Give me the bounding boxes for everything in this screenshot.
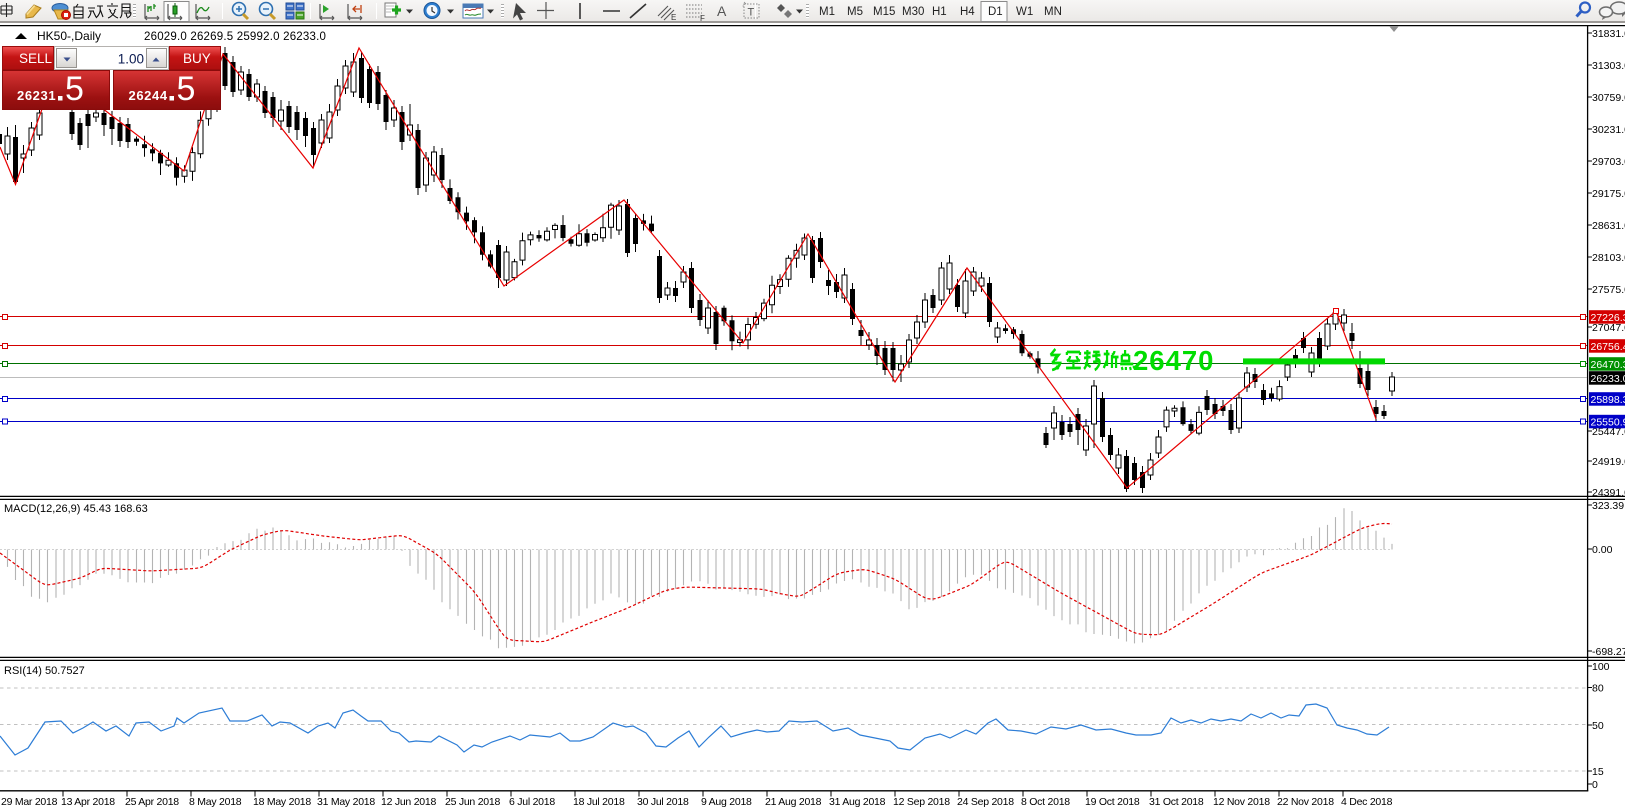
svg-text:27575.0: 27575.0 <box>1592 284 1625 296</box>
svg-text:15: 15 <box>1592 766 1604 778</box>
svg-text:13 Apr 2018: 13 Apr 2018 <box>61 796 115 808</box>
svg-text:25 Jun 2018: 25 Jun 2018 <box>445 796 500 808</box>
svg-text:A: A <box>717 3 727 19</box>
svg-text:F: F <box>700 14 705 23</box>
svg-text:21 Aug 2018: 21 Aug 2018 <box>765 796 822 808</box>
svg-text:18 Jul 2018: 18 Jul 2018 <box>573 796 625 808</box>
svg-text:25 Apr 2018: 25 Apr 2018 <box>125 796 179 808</box>
svg-text:MACD(12,26,9) 45.43 168.63: MACD(12,26,9) 45.43 168.63 <box>4 503 148 515</box>
svg-text:31 Oct 2018: 31 Oct 2018 <box>1149 796 1204 808</box>
svg-text:26233.0: 26233.0 <box>1591 373 1625 385</box>
svg-text:31 Aug 2018: 31 Aug 2018 <box>829 796 886 808</box>
svg-text:6 Jul 2018: 6 Jul 2018 <box>509 796 555 808</box>
svg-text:323.39: 323.39 <box>1592 500 1624 512</box>
svg-text:30231.0: 30231.0 <box>1592 124 1625 136</box>
svg-text:27047.0: 27047.0 <box>1592 322 1625 334</box>
svg-text:0: 0 <box>1592 779 1598 791</box>
svg-text:26756.4: 26756.4 <box>1591 341 1625 353</box>
svg-text:30 Jul 2018: 30 Jul 2018 <box>637 796 689 808</box>
svg-text:9 Aug 2018: 9 Aug 2018 <box>701 796 752 808</box>
svg-text:4 Dec 2018: 4 Dec 2018 <box>1341 796 1393 808</box>
svg-text:12 Sep 2018: 12 Sep 2018 <box>893 796 950 808</box>
svg-text:31 May 2018: 31 May 2018 <box>317 796 375 808</box>
svg-text:M5: M5 <box>847 6 863 18</box>
svg-text:26029.0 26269.5 25992.0 26233.: 26029.0 26269.5 25992.0 26233.0 <box>144 31 326 43</box>
svg-text:SELL: SELL <box>19 51 53 66</box>
svg-text:50: 50 <box>1592 720 1604 732</box>
svg-text:12 Nov 2018: 12 Nov 2018 <box>1213 796 1270 808</box>
svg-text:T: T <box>748 7 755 19</box>
svg-text:M1: M1 <box>819 6 835 18</box>
svg-text:31831.0: 31831.0 <box>1592 28 1625 40</box>
svg-text:5: 5 <box>65 70 84 108</box>
svg-text:D1: D1 <box>988 6 1003 18</box>
svg-text:24 Sep 2018: 24 Sep 2018 <box>957 796 1014 808</box>
svg-text:MN: MN <box>1044 6 1062 18</box>
svg-text:25447.0: 25447.0 <box>1592 426 1625 438</box>
svg-text:1.00: 1.00 <box>117 52 143 67</box>
svg-text:M15: M15 <box>873 6 895 18</box>
svg-text:28631.0: 28631.0 <box>1592 220 1625 232</box>
svg-text:5: 5 <box>176 70 195 108</box>
svg-text:HK50-,Daily: HK50-,Daily <box>37 29 101 43</box>
svg-text:18 May 2018: 18 May 2018 <box>253 796 311 808</box>
svg-text:29703.0: 29703.0 <box>1592 156 1625 168</box>
svg-text:12 Jun 2018: 12 Jun 2018 <box>381 796 436 808</box>
svg-text:E: E <box>671 13 676 22</box>
svg-text:0.00: 0.00 <box>1592 544 1613 556</box>
svg-text:22 Nov 2018: 22 Nov 2018 <box>1277 796 1334 808</box>
svg-text:27226.3: 27226.3 <box>1591 312 1625 324</box>
svg-text:RSI(14) 50.7527: RSI(14) 50.7527 <box>4 665 85 677</box>
svg-text:29175.0: 29175.0 <box>1592 188 1625 200</box>
svg-text:M30: M30 <box>902 6 924 18</box>
svg-text:24391.0: 24391.0 <box>1592 487 1625 499</box>
svg-text:30759.0: 30759.0 <box>1592 92 1625 104</box>
svg-text:H1: H1 <box>932 6 947 18</box>
svg-text:19 Oct 2018: 19 Oct 2018 <box>1085 796 1140 808</box>
svg-text:29 Mar 2018: 29 Mar 2018 <box>1 796 58 808</box>
svg-text:24919.0: 24919.0 <box>1592 456 1625 468</box>
svg-text:8 Oct 2018: 8 Oct 2018 <box>1021 796 1070 808</box>
svg-text:25550.9: 25550.9 <box>1591 417 1625 429</box>
svg-text:28103.0: 28103.0 <box>1592 252 1625 264</box>
svg-text:26244: 26244 <box>128 88 167 103</box>
svg-text:80: 80 <box>1592 683 1604 695</box>
svg-text:26470.3: 26470.3 <box>1591 359 1625 371</box>
svg-text:26231: 26231 <box>17 88 56 103</box>
svg-text:BUY: BUY <box>183 51 211 66</box>
svg-text:-698.27: -698.27 <box>1592 646 1625 658</box>
svg-text:W1: W1 <box>1016 6 1033 18</box>
svg-text:26470: 26470 <box>1133 345 1214 376</box>
svg-text:25898.3: 25898.3 <box>1591 394 1625 406</box>
svg-text:H4: H4 <box>960 6 975 18</box>
svg-text:100: 100 <box>1592 661 1610 673</box>
svg-text:31303.0: 31303.0 <box>1592 60 1625 72</box>
svg-text:8 May 2018: 8 May 2018 <box>189 796 242 808</box>
